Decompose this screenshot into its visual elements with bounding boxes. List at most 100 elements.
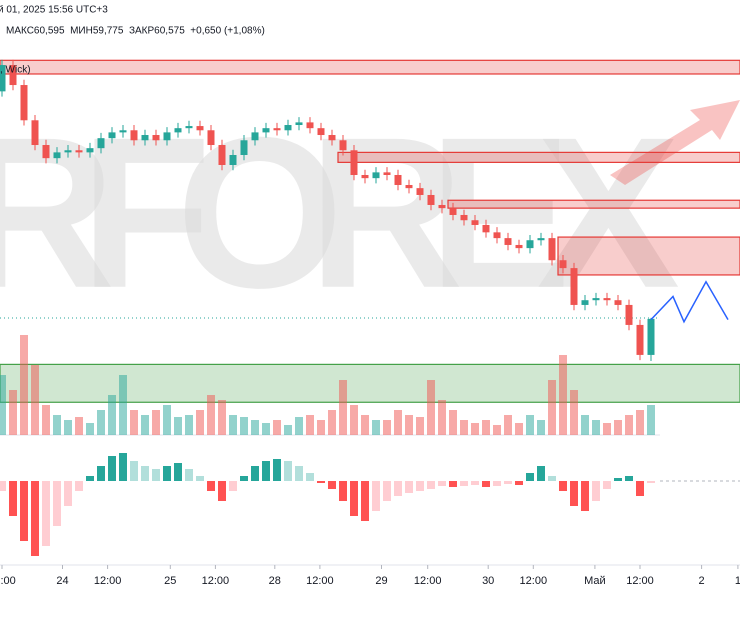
- histogram-bar: [174, 463, 182, 481]
- volume-bar: [559, 355, 567, 435]
- histogram-bar: [449, 481, 457, 487]
- histogram-bar: [97, 466, 105, 481]
- x-tick-label: 12:00: [306, 575, 334, 587]
- volume-bar: [504, 415, 512, 435]
- volume-bar: [636, 410, 644, 435]
- candle-body: [482, 224, 490, 233]
- volume-bar: [350, 405, 358, 435]
- volume-bar: [262, 423, 270, 435]
- candle-body: [405, 184, 413, 189]
- histogram-bar: [20, 481, 28, 541]
- histogram-bar: [108, 456, 116, 481]
- x-tick-label: 12:00: [0, 575, 16, 587]
- histogram-bar: [427, 481, 435, 489]
- volume-bar: [548, 380, 556, 435]
- volume-bar: [526, 415, 534, 435]
- histogram-bar: [163, 466, 171, 481]
- candle-body: [218, 145, 226, 165]
- volume-bar: [537, 420, 545, 435]
- volume-bar: [42, 405, 50, 435]
- x-tick-label: Май: [584, 575, 606, 587]
- histogram-bar: [207, 481, 215, 491]
- histogram-bar: [625, 476, 633, 481]
- histogram-bar: [240, 476, 248, 481]
- histogram-bar: [152, 469, 160, 481]
- histogram-bar: [460, 481, 468, 486]
- zone: [0, 59, 740, 75]
- histogram-bar: [185, 469, 193, 481]
- x-tick-label: 12:00: [520, 575, 548, 587]
- candle-body: [350, 150, 358, 175]
- candle-body: [460, 214, 468, 221]
- candle-body: [295, 122, 303, 126]
- candle-body: [372, 172, 380, 179]
- volume-bar: [581, 415, 589, 435]
- volume-bar: [174, 417, 182, 435]
- candle-body: [504, 238, 512, 245]
- histogram-bar: [383, 481, 391, 501]
- x-tick-label: 12:00: [414, 575, 442, 587]
- volume-bar: [119, 375, 127, 435]
- candle-body: [108, 132, 116, 139]
- histogram-bar: [262, 461, 270, 481]
- volume-bar: [284, 425, 292, 435]
- volume-bar: [427, 380, 435, 435]
- histogram-bar: [9, 481, 17, 516]
- zone: [447, 199, 740, 209]
- candle-body: [317, 128, 325, 136]
- histogram-bar: [196, 476, 204, 481]
- x-tick-label: 29: [375, 575, 387, 587]
- histogram-bar: [537, 466, 545, 481]
- histogram-bar: [284, 461, 292, 481]
- volume-bar: [207, 395, 215, 435]
- volume-bar: [647, 405, 655, 435]
- candle-body: [86, 148, 94, 153]
- candle-body: [559, 260, 567, 269]
- candle-body: [152, 135, 160, 141]
- candle-body: [306, 122, 314, 129]
- candle-body: [20, 85, 28, 121]
- histogram-bar: [350, 481, 358, 516]
- volume-bar: [394, 410, 402, 435]
- indicator-label: , Wick): [0, 65, 31, 76]
- candle-body: [339, 140, 347, 151]
- histogram-bar: [130, 461, 138, 481]
- volume-bar: [493, 425, 501, 435]
- histogram-bar: [361, 481, 369, 521]
- histogram-bar: [0, 481, 6, 491]
- candle-body: [471, 220, 479, 225]
- volume-bar: [295, 417, 303, 435]
- candle-body: [174, 128, 182, 133]
- candle-body: [75, 150, 83, 153]
- volume-bar: [0, 375, 6, 435]
- histogram-bar: [416, 481, 424, 491]
- volume-bar: [9, 390, 17, 435]
- volume-bar: [306, 415, 314, 435]
- histogram-bar: [295, 466, 303, 481]
- candle-body: [207, 130, 215, 146]
- candle-body: [394, 174, 402, 185]
- histogram-bar: [548, 476, 556, 481]
- candle-body: [416, 188, 424, 195]
- volume-bar: [141, 415, 149, 435]
- histogram-bar: [471, 481, 479, 485]
- volume-bar: [196, 410, 204, 435]
- volume-bar: [438, 400, 446, 435]
- volume-bar: [482, 420, 490, 435]
- volume-bar: [53, 415, 61, 435]
- histogram-bar: [636, 481, 644, 496]
- volume-bar: [185, 415, 193, 435]
- volume-bar: [64, 420, 72, 435]
- candle-body: [185, 126, 193, 129]
- candle-body: [328, 135, 336, 141]
- histogram-bar: [504, 481, 512, 484]
- x-tick-label: 12:00: [202, 575, 230, 587]
- histogram-bar: [570, 481, 578, 506]
- volume-bar: [416, 417, 424, 435]
- histogram-bar: [438, 481, 446, 486]
- candle-body: [581, 300, 589, 305]
- histogram-bar: [229, 481, 237, 491]
- candle-body: [449, 208, 457, 215]
- volume-bar: [20, 335, 28, 435]
- candle-body: [273, 128, 281, 131]
